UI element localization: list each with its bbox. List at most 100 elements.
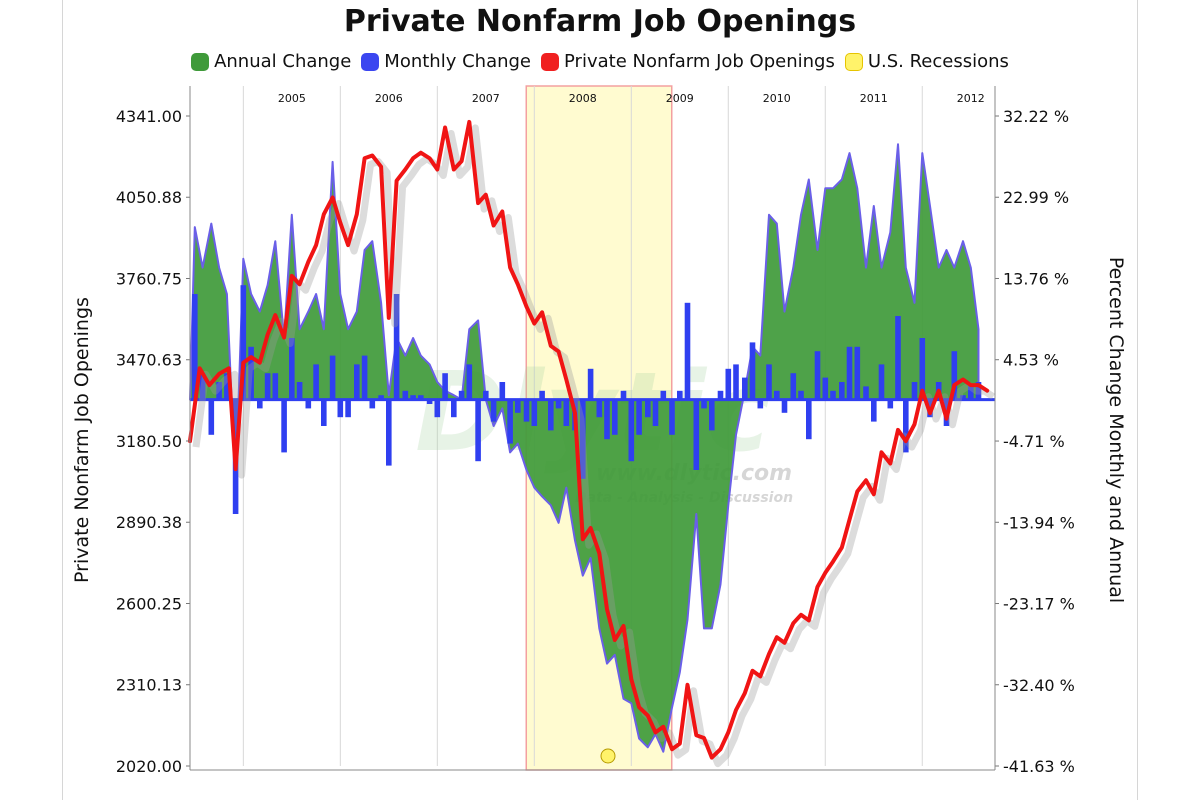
right-axis-title: Percent Change Monthly and Annual bbox=[1105, 257, 1127, 603]
right-tick-label: 32.22 % bbox=[1003, 107, 1069, 126]
monthly-change-bar bbox=[684, 302, 691, 400]
monthly-change-bar bbox=[240, 285, 247, 400]
monthly-change-bar bbox=[604, 399, 610, 440]
right-tick-label: -23.17 % bbox=[1003, 595, 1075, 614]
monthly-change-bar bbox=[854, 346, 861, 400]
legend-swatch bbox=[844, 52, 863, 71]
monthly-change-bar bbox=[410, 395, 416, 400]
monthly-change-bar bbox=[757, 399, 764, 409]
monthly-change-bar bbox=[669, 399, 675, 435]
chart-title: Private Nonfarm Job Openings bbox=[343, 4, 857, 39]
monthly-change-bar bbox=[709, 399, 715, 431]
monthly-change-bar bbox=[887, 399, 894, 409]
monthly-change-bar bbox=[257, 399, 263, 409]
monthly-change-bar bbox=[329, 355, 336, 400]
monthly-change-bar bbox=[636, 399, 642, 435]
year-label: 2010 bbox=[763, 92, 791, 105]
monthly-change-bar bbox=[951, 351, 958, 400]
monthly-change-bar bbox=[305, 399, 312, 409]
monthly-change-bar bbox=[806, 399, 812, 440]
monthly-change-bar bbox=[451, 399, 457, 418]
monthly-change-bar bbox=[871, 399, 877, 422]
year-label: 2005 bbox=[278, 92, 306, 105]
monthly-change-bar bbox=[580, 399, 586, 479]
monthly-change-bar bbox=[717, 390, 724, 400]
monthly-change-bar bbox=[612, 399, 618, 435]
right-tick-label: -13.94 % bbox=[1003, 513, 1075, 532]
monthly-change-bar bbox=[960, 395, 966, 400]
legend-swatch bbox=[191, 52, 210, 71]
legend-item-monthly-change[interactable]: Monthly Change bbox=[361, 51, 531, 72]
legend-label: Monthly Change bbox=[384, 51, 532, 72]
monthly-change-bar bbox=[814, 351, 821, 400]
monthly-change-bar bbox=[968, 386, 974, 400]
recession-marker-icon bbox=[600, 748, 616, 764]
left-tick-label: 4050.88 bbox=[116, 188, 182, 207]
monthly-change-bar bbox=[499, 382, 506, 400]
monthly-change-bar bbox=[863, 386, 869, 400]
monthly-change-bar bbox=[281, 399, 287, 453]
monthly-change-bar bbox=[693, 399, 700, 470]
monthly-change-bar bbox=[749, 342, 756, 400]
monthly-change-bar bbox=[742, 377, 748, 400]
monthly-change-bar bbox=[386, 399, 392, 466]
openings-line-shadow bbox=[192, 124, 996, 768]
legend-item-annual-change[interactable]: Annual Change bbox=[191, 51, 351, 72]
right-tick-label: 22.99 % bbox=[1003, 188, 1069, 207]
monthly-change-bar bbox=[733, 364, 739, 400]
monthly-change-bar bbox=[442, 373, 448, 400]
right-tick-label: 4.53 % bbox=[1003, 351, 1059, 370]
left-tick-label: 3760.75 bbox=[116, 270, 182, 289]
monthly-change-bar bbox=[264, 373, 271, 400]
monthly-change-bar bbox=[839, 382, 845, 400]
monthly-change-bar bbox=[790, 373, 797, 400]
legend-label: U.S. Recessions bbox=[867, 51, 1009, 72]
monthly-change-bar bbox=[822, 377, 829, 400]
legend-swatch bbox=[541, 52, 560, 71]
monthly-change-bar bbox=[652, 399, 659, 426]
monthly-change-bar bbox=[645, 399, 651, 418]
right-tick-label: -41.63 % bbox=[1003, 757, 1075, 776]
monthly-change-bar bbox=[313, 364, 319, 400]
monthly-change-bar bbox=[781, 399, 788, 413]
monthly-change-bar bbox=[272, 373, 279, 400]
monthly-change-bar bbox=[434, 399, 441, 418]
year-label: 2011 bbox=[860, 92, 888, 105]
legend-item-job-openings[interactable]: Private Nonfarm Job Openings bbox=[541, 51, 835, 72]
legend-item-recessions[interactable]: U.S. Recessions bbox=[844, 51, 1009, 72]
monthly-change-bar bbox=[369, 399, 376, 409]
monthly-change-bar bbox=[393, 294, 400, 400]
monthly-change-bar bbox=[321, 399, 327, 426]
monthly-change-bar bbox=[830, 390, 836, 400]
monthly-change-bar bbox=[846, 346, 853, 400]
monthly-change-bar bbox=[378, 395, 384, 400]
left-tick-label: 4341.00 bbox=[116, 107, 182, 126]
monthly-change-bar bbox=[766, 364, 772, 400]
monthly-change-bar bbox=[539, 390, 545, 400]
openings-line bbox=[188, 119, 990, 760]
left-tick-label: 2020.00 bbox=[116, 757, 182, 776]
monthly-change-bar bbox=[555, 399, 562, 409]
monthly-change-bar bbox=[216, 382, 222, 400]
monthly-change-bar bbox=[919, 338, 926, 400]
year-label: 2012 bbox=[957, 92, 985, 105]
monthly-change-bar bbox=[361, 355, 368, 400]
monthly-change-bar bbox=[224, 373, 230, 400]
recession-marker[interactable] bbox=[600, 748, 616, 764]
monthly-change-bar bbox=[490, 399, 497, 422]
legend-label: Annual Change bbox=[214, 51, 352, 72]
left-tick-label: 3180.50 bbox=[116, 432, 182, 451]
monthly-change-bar bbox=[289, 338, 295, 400]
monthly-change-bar bbox=[345, 399, 351, 418]
chart-legend: Annual Change Monthly Change Private Non… bbox=[0, 51, 1200, 72]
monthly-change-bar bbox=[337, 399, 344, 418]
monthly-change-bar bbox=[507, 399, 513, 444]
monthly-change-bar bbox=[911, 382, 918, 400]
monthly-change-bar bbox=[628, 399, 635, 462]
monthly-change-bar bbox=[587, 368, 594, 400]
monthly-change-bar bbox=[677, 390, 683, 400]
year-label: 2007 bbox=[472, 92, 500, 105]
right-tick-label: 13.76 % bbox=[1003, 269, 1069, 288]
monthly-change-bar bbox=[475, 399, 481, 462]
